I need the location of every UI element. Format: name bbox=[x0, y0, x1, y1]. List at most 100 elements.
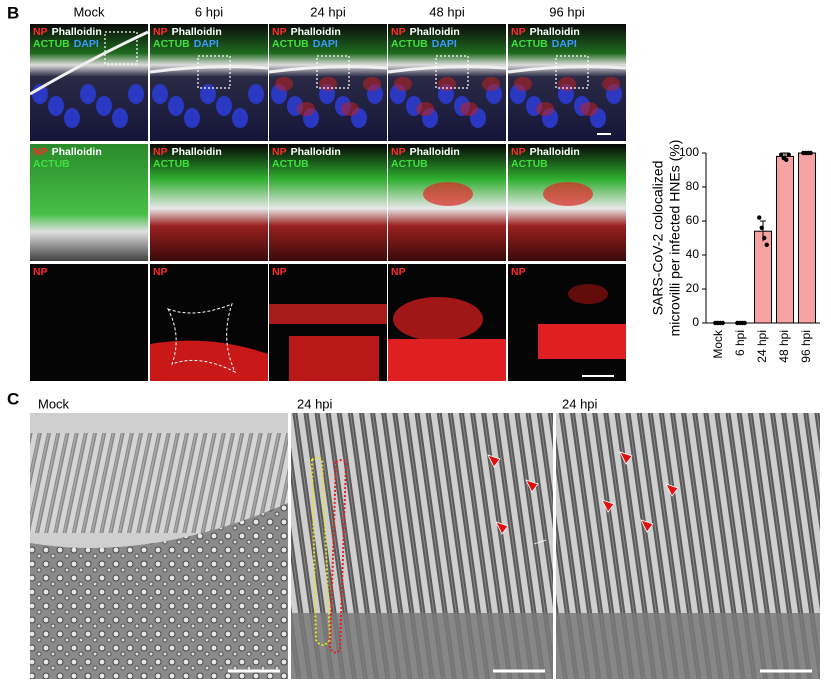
micrograph bbox=[269, 144, 387, 261]
stain-name: Phalloidin bbox=[52, 26, 102, 38]
arrowhead bbox=[495, 521, 509, 535]
stain-name: ACTUB bbox=[153, 158, 190, 170]
stain-name: ACTUB bbox=[33, 38, 70, 50]
image-label: Mock bbox=[38, 396, 70, 411]
data-point bbox=[786, 152, 791, 157]
arrowhead bbox=[533, 539, 547, 545]
np-signal bbox=[289, 336, 379, 381]
stain-name: NP bbox=[391, 26, 406, 38]
np-signal bbox=[416, 102, 434, 116]
em-villi bbox=[30, 433, 288, 533]
np-signal bbox=[438, 77, 456, 91]
np-signal bbox=[394, 77, 412, 91]
stain-name: Phalloidin bbox=[52, 146, 102, 158]
stain-name: DAPI bbox=[194, 38, 219, 50]
stain-name: ACTUB bbox=[33, 158, 70, 170]
outline-red bbox=[328, 459, 348, 654]
arrowhead bbox=[601, 499, 615, 513]
y-tick-label: 20 bbox=[686, 281, 700, 295]
stain-label: ACTUB DAPI bbox=[153, 38, 219, 50]
micrograph bbox=[30, 144, 148, 261]
stain-name: NP bbox=[33, 266, 48, 278]
stain-name: NP bbox=[391, 266, 406, 278]
x-tick-label: 24 hpi bbox=[755, 330, 769, 363]
stain-label: ACTUB bbox=[511, 158, 548, 170]
stain-label: NP Phalloidin bbox=[33, 146, 102, 158]
inset-box bbox=[197, 55, 231, 89]
nucleus bbox=[64, 108, 80, 128]
y-axis-label: microvilli per infected HNEs (%) bbox=[667, 140, 683, 337]
micrograph bbox=[150, 144, 268, 261]
nucleus bbox=[248, 84, 264, 104]
stain-label: ACTUB bbox=[391, 158, 428, 170]
x-tick-label: Mock bbox=[711, 329, 725, 359]
stain-label: NP Phalloidin bbox=[272, 26, 341, 38]
inset-box bbox=[316, 55, 350, 89]
apical-edge bbox=[268, 65, 388, 74]
stain-name: DAPI bbox=[552, 38, 577, 50]
np-signal bbox=[363, 77, 381, 91]
np-signal bbox=[602, 77, 620, 91]
stain-label: NP bbox=[391, 266, 406, 278]
arrowhead bbox=[525, 479, 539, 493]
stain-label: NP Phalloidin bbox=[511, 146, 580, 158]
stain-name: DAPI bbox=[313, 38, 338, 50]
stain-name: Phalloidin bbox=[172, 26, 222, 38]
stain-label: ACTUB bbox=[153, 158, 190, 170]
column-header: 96 hpi bbox=[549, 4, 585, 19]
nucleus bbox=[216, 96, 232, 116]
stain-name: ACTUB bbox=[153, 38, 190, 50]
micrograph bbox=[508, 264, 626, 381]
stain-name: ACTUB bbox=[272, 158, 309, 170]
data-point bbox=[762, 235, 767, 241]
apical-edge bbox=[507, 65, 627, 74]
nucleus bbox=[232, 108, 248, 128]
data-point bbox=[779, 152, 784, 157]
np-signal bbox=[482, 77, 500, 91]
nucleus bbox=[152, 84, 168, 104]
stain-name: Phalloidin bbox=[530, 146, 580, 158]
arrowhead bbox=[619, 451, 633, 465]
stain-label: NP Phalloidin bbox=[153, 146, 222, 158]
data-point bbox=[764, 242, 769, 247]
column-header: 48 hpi bbox=[429, 4, 465, 19]
bar bbox=[798, 152, 816, 324]
column-header: 6 hpi bbox=[195, 4, 223, 19]
stain-label: NP Phalloidin bbox=[391, 146, 460, 158]
np-signal bbox=[423, 182, 473, 206]
stain-name: NP bbox=[391, 146, 406, 158]
stain-name: DAPI bbox=[74, 38, 99, 50]
np-signal bbox=[297, 102, 315, 116]
stain-label: NP Phalloidin bbox=[391, 26, 460, 38]
nucleus bbox=[48, 96, 64, 116]
nucleus bbox=[168, 96, 184, 116]
inset-box bbox=[435, 55, 469, 89]
np-signal bbox=[536, 102, 554, 116]
stain-label: ACTUB DAPI bbox=[272, 38, 338, 50]
arrowhead bbox=[640, 519, 654, 533]
stain-name: DAPI bbox=[432, 38, 457, 50]
y-tick-label: 0 bbox=[692, 315, 699, 329]
stain-name: NP bbox=[153, 146, 168, 158]
np-signal bbox=[319, 77, 337, 91]
apical-edge bbox=[387, 65, 507, 74]
stain-name: ACTUB bbox=[272, 38, 309, 50]
x-tick-label: 96 hpi bbox=[799, 330, 813, 363]
np-signal bbox=[269, 304, 387, 324]
stain-label: NP bbox=[272, 266, 287, 278]
np-signal bbox=[568, 284, 608, 304]
apical-edge bbox=[149, 65, 269, 74]
stain-name: Phalloidin bbox=[291, 146, 341, 158]
nucleus bbox=[80, 84, 96, 104]
bar bbox=[754, 230, 772, 324]
micrograph bbox=[150, 24, 268, 141]
panel-label: C bbox=[7, 389, 19, 408]
panel-c: C Mock 24 hpi 24 hpi bbox=[7, 389, 820, 679]
apical-edge bbox=[29, 30, 149, 96]
data-point bbox=[757, 215, 762, 220]
image-label: 24 hpi bbox=[562, 396, 598, 411]
np-signal bbox=[580, 102, 598, 116]
inset-box bbox=[104, 31, 138, 65]
column-header: Mock bbox=[73, 4, 105, 19]
